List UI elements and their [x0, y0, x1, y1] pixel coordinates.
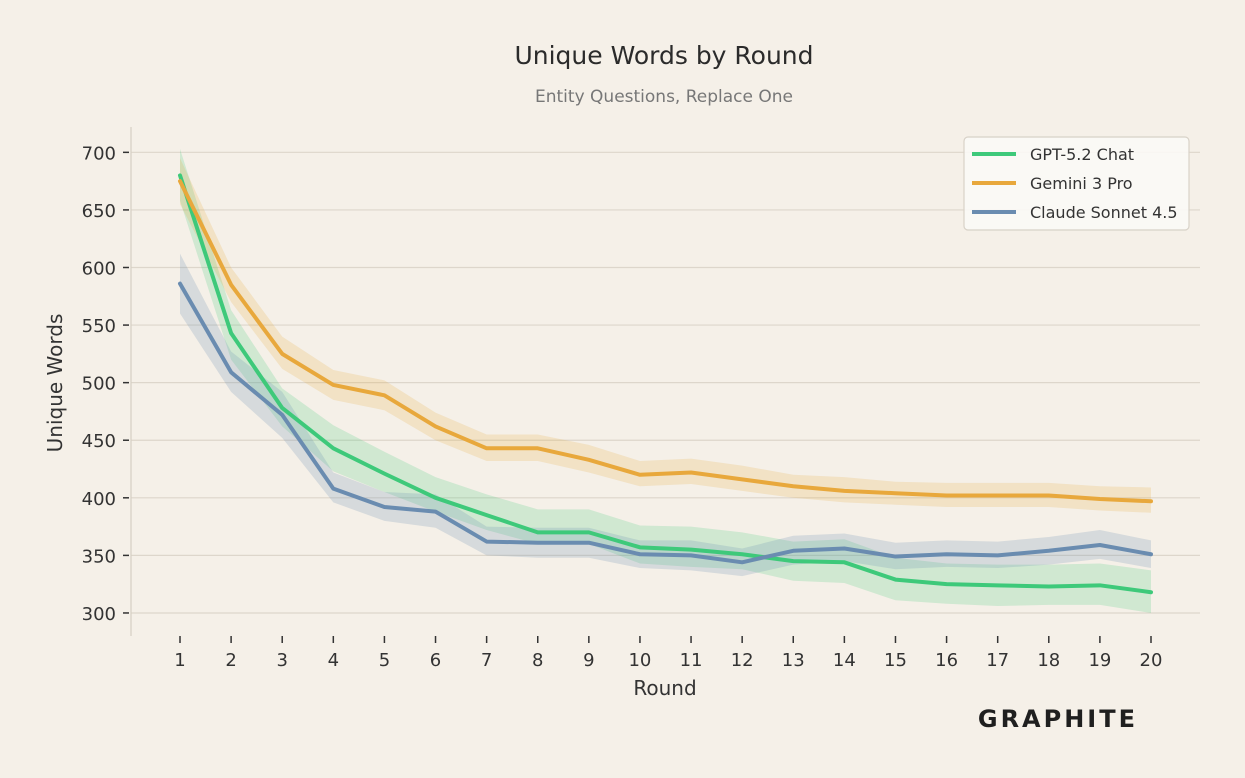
- x-tick-label: 14: [833, 650, 856, 671]
- legend: GPT-5.2 Chat Gemini 3 Pro Claude Sonnet 4.…: [963, 136, 1190, 231]
- x-tick-label: 18: [1037, 650, 1060, 671]
- chart-subtitle: Entity Questions, Replace One: [535, 87, 793, 107]
- x-tick-label: 11: [680, 650, 703, 671]
- x-tick-label: 4: [328, 650, 339, 671]
- series-line: [178, 179, 1153, 504]
- x-tick-label: 3: [276, 650, 287, 671]
- x-tick-label: 8: [532, 650, 543, 671]
- x-tick-label: 20: [1140, 650, 1163, 671]
- x-tick-label: 1: [174, 650, 185, 671]
- y-tick-label: 350: [82, 546, 116, 567]
- x-tick-label: 15: [884, 650, 907, 671]
- confidence-band: [180, 253, 1151, 577]
- series-line: [178, 281, 1153, 565]
- y-tick-label: 650: [82, 201, 116, 222]
- x-tick-label: 19: [1088, 650, 1111, 671]
- y-tick-label: 400: [82, 489, 116, 510]
- confidence-band: [180, 148, 1151, 613]
- series-line: [178, 173, 1153, 595]
- y-axis-label: Unique Words: [43, 314, 67, 453]
- legend-label: GPT-5.2 Chat: [1030, 145, 1134, 164]
- y-tick-label: 500: [82, 374, 116, 395]
- x-tick-label: 16: [935, 650, 958, 671]
- y-tick-label: 700: [82, 143, 116, 164]
- x-tick-label: 12: [731, 650, 754, 671]
- y-tick-label: 600: [82, 258, 116, 279]
- x-tick-label: 10: [628, 650, 651, 671]
- legend-box: [963, 136, 1190, 231]
- x-tick-label: 13: [782, 650, 805, 671]
- y-tick-label: 550: [82, 316, 116, 337]
- confidence-band: [180, 158, 1151, 513]
- y-tick-label: 300: [82, 604, 116, 625]
- chart-title: Unique Words by Round: [514, 41, 813, 70]
- legend-label: Claude Sonnet 4.5: [1030, 203, 1178, 222]
- series-lines: [178, 173, 1153, 595]
- x-tick-label: 7: [481, 650, 492, 671]
- legend-label: Gemini 3 Pro: [1030, 174, 1133, 193]
- x-tick-label: 2: [225, 650, 236, 671]
- grid-lines: [131, 151, 1200, 614]
- x-tick-label: 6: [430, 650, 441, 671]
- y-tick-label: 450: [82, 431, 116, 452]
- x-tick-label: 9: [583, 650, 594, 671]
- x-tick-label: 17: [986, 650, 1009, 671]
- graphite-logo: GRAPHITE: [978, 705, 1138, 733]
- x-axis-label: Round: [633, 676, 696, 700]
- x-tick-label: 5: [379, 650, 390, 671]
- confidence-bands: [180, 148, 1151, 613]
